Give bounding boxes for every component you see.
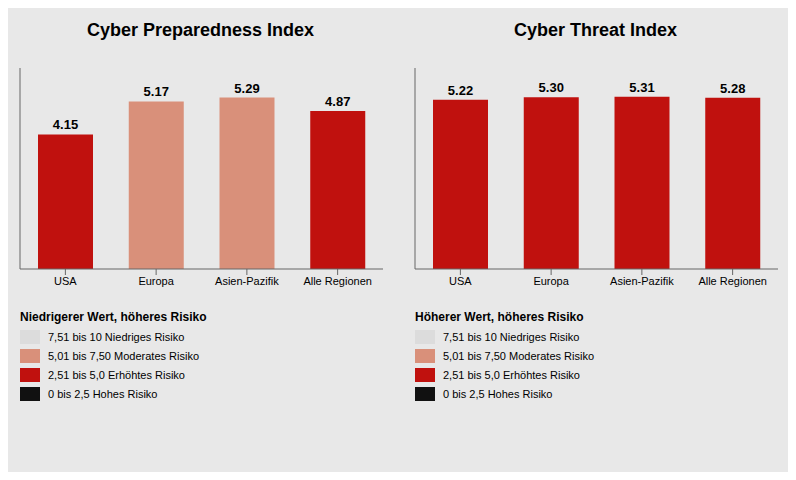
svg-text:4.87: 4.87 <box>325 94 350 109</box>
svg-text:5.17: 5.17 <box>144 84 169 99</box>
html-text:7,51 bis 10 Niedriges Risiko: 7,51 bis 10 Niedriges Risiko <box>443 331 580 343</box>
html-text:Niedrigerer Wert, höheres Risi: Niedrigerer Wert, höheres Risiko <box>20 310 207 324</box>
svg-text:5.29: 5.29 <box>234 81 259 96</box>
svg-text:4.15: 4.15 <box>53 117 78 132</box>
svg-text:Asien-Pazifik: Asien-Pazifik <box>610 275 674 287</box>
svg-text:5.30: 5.30 <box>539 80 564 95</box>
svg-text:USA: USA <box>54 275 77 287</box>
html-text:2,51 bis 5,0 Erhöhtes Risiko: 2,51 bis 5,0 Erhöhtes Risiko <box>48 369 185 381</box>
svg-text:5.22: 5.22 <box>448 83 473 98</box>
svg-text:Alle Regionen: Alle Regionen <box>303 275 372 287</box>
svg-text:5.28: 5.28 <box>720 81 745 96</box>
html-text:7,51 bis 10 Niedriges Risiko: 7,51 bis 10 Niedriges Risiko <box>48 331 185 343</box>
html-text:0 bis 2,5 Hohes Risiko: 0 bis 2,5 Hohes Risiko <box>48 388 158 400</box>
html-text:5,01 bis 7,50 Moderates Risiko: 5,01 bis 7,50 Moderates Risiko <box>48 350 199 362</box>
svg-text:Alle Regionen: Alle Regionen <box>698 275 767 287</box>
svg-text:5.31: 5.31 <box>629 80 654 95</box>
html-text:2,51 bis 5,0 Erhöhtes Risiko: 2,51 bis 5,0 Erhöhtes Risiko <box>443 369 580 381</box>
svg-text:Europa: Europa <box>138 275 174 287</box>
svg-text:Asien-Pazifik: Asien-Pazifik <box>215 275 279 287</box>
html-text:Höherer Wert, höheres Risiko: Höherer Wert, höheres Risiko <box>415 310 584 324</box>
html-text:5,01 bis 7,50 Moderates Risiko: 5,01 bis 7,50 Moderates Risiko <box>443 350 594 362</box>
html-text:Cyber Threat Index: Cyber Threat Index <box>514 20 677 40</box>
html-text:0 bis 2,5 Hohes Risiko: 0 bis 2,5 Hohes Risiko <box>443 388 553 400</box>
svg-text:Europa: Europa <box>533 275 569 287</box>
svg-text:USA: USA <box>449 275 472 287</box>
html-text:Cyber Preparedness Index: Cyber Preparedness Index <box>86 20 314 40</box>
